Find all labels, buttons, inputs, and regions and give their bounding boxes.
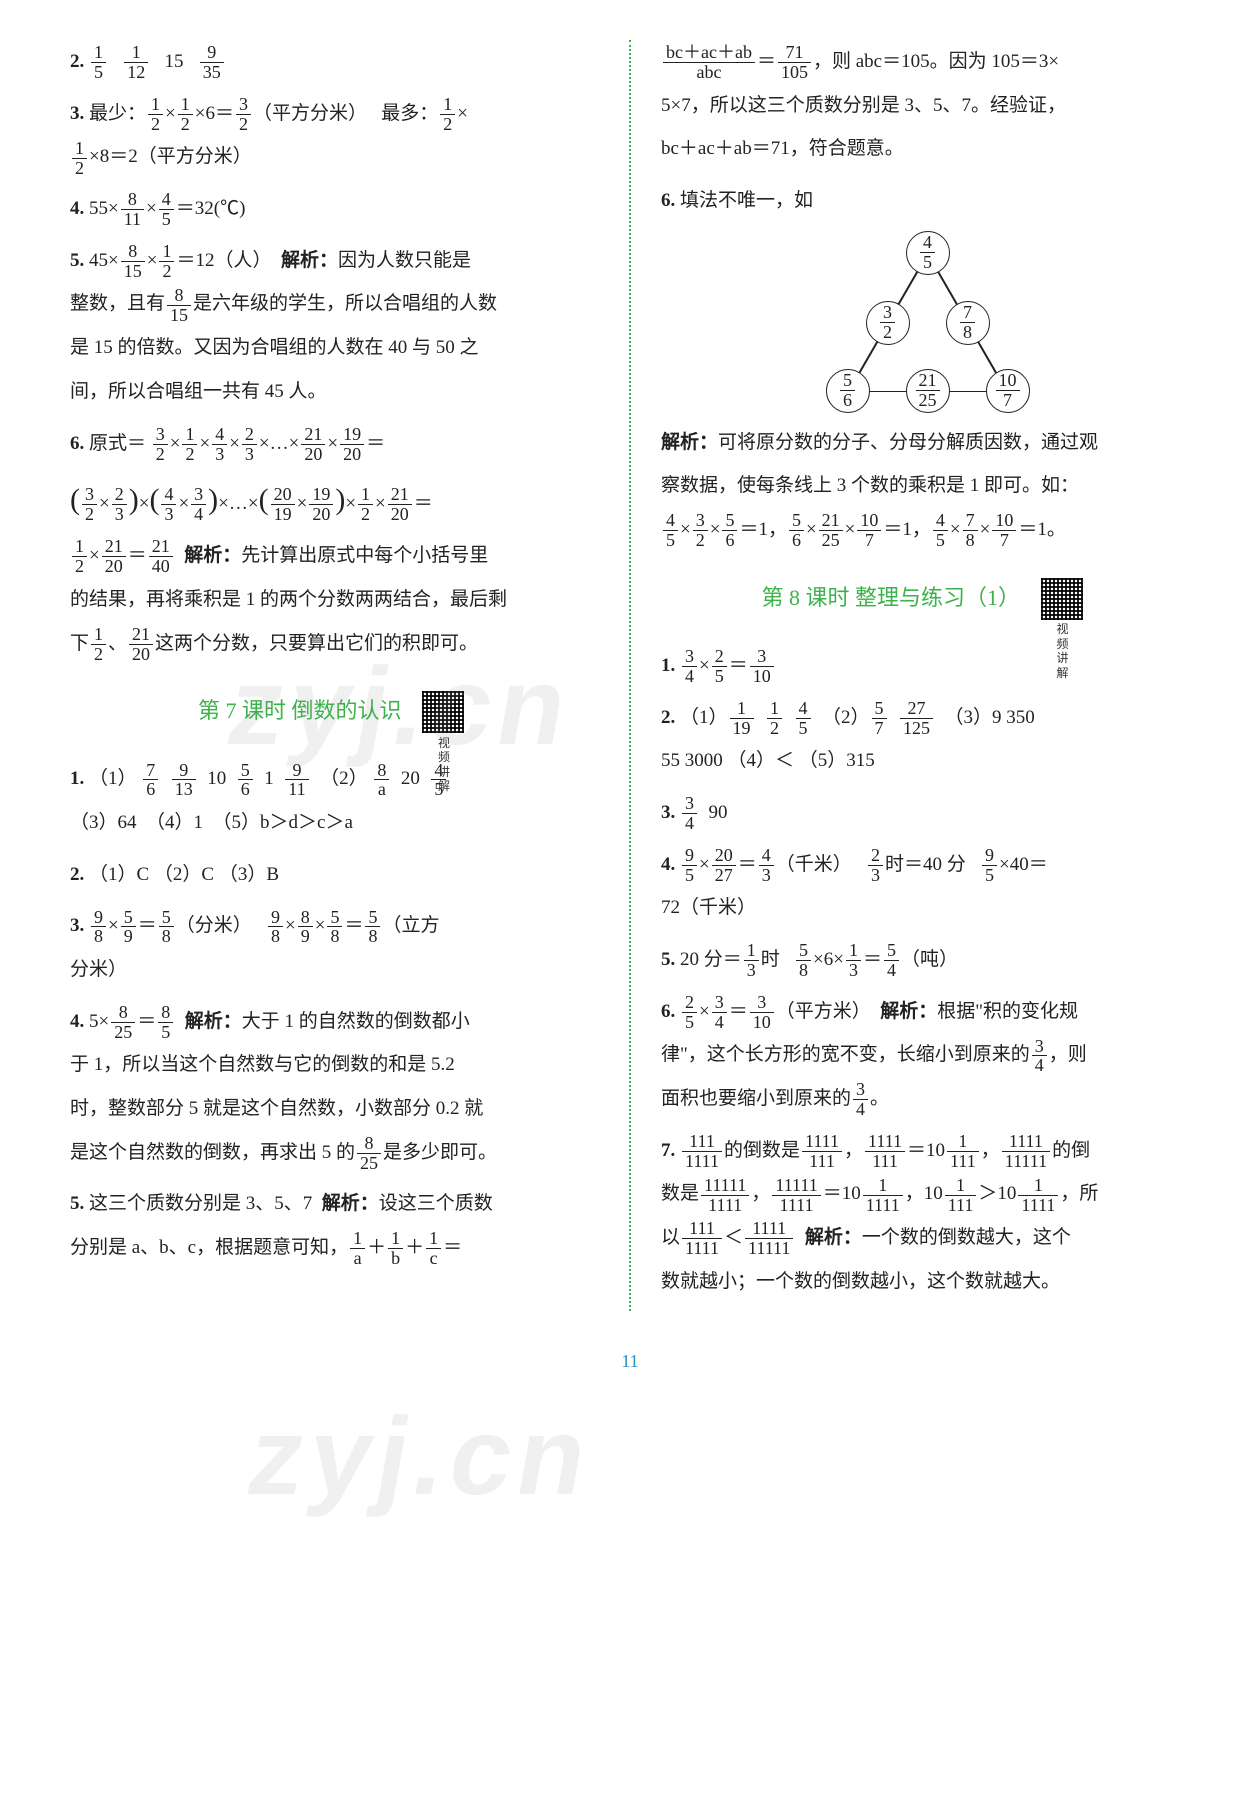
qr-code-icon: [1041, 578, 1083, 620]
left-q6: 6. 原式＝ 32×12×43×23×…×2120×1920＝ (32×23)×…: [70, 422, 599, 666]
s7-q1: 1. （1） 76 913 10 56 1 911 （2） 8a 20 45 （…: [70, 757, 599, 844]
left-q5: 5. 45×815×12＝12（人） 解析：因为人数只能是 整数，且有815是六…: [70, 239, 599, 414]
q2-f1: 15: [91, 43, 106, 82]
q6-num: 6.: [70, 433, 84, 454]
s7-q2: 2. （1）C （2）C （3）B: [70, 853, 599, 897]
right-top: bc＋ac＋ababc＝71105，则 abc＝105。因为 105＝3× 5×…: [661, 40, 1190, 171]
node-top: 45: [906, 231, 950, 275]
right-column: bc＋ac＋ababc＝71105，则 abc＝105。因为 105＝3× 5×…: [661, 40, 1190, 1311]
node-bm: 2125: [906, 369, 950, 413]
q3-min-label: 最少：: [89, 103, 146, 124]
qr-icon: 视频讲解: [1034, 572, 1090, 628]
s8-q2: 2. （1）119 12 45 （2）57 27125 （3）9 350 55 …: [661, 696, 1190, 783]
s8-q4: 4. 95×2027＝43（千米） 23时＝40 分 95×40＝ 72（千米）: [661, 843, 1190, 930]
q4-num: 4.: [70, 198, 84, 219]
left-q4: 4. 55×811×45＝32(℃): [70, 187, 599, 231]
triangle-diagram: 45 32 78 56 2125 107: [796, 231, 1056, 411]
q3-num: 3.: [70, 103, 84, 124]
q3-max-label: 最多：: [381, 103, 438, 124]
s7-q4: 4. 5×825＝85 解析：大于 1 的自然数的倒数都小 于 1，所以当这个自…: [70, 1000, 599, 1175]
section-8-title: 第 8 课时 整理与练习（1） 视频讲解: [661, 572, 1190, 628]
q2-f2: 112: [124, 43, 148, 82]
q2-v3: 15: [165, 51, 184, 72]
q5-jiexi: 解析：: [281, 250, 338, 271]
section-7-title: 第 7 课时 倒数的认识 视频讲解: [70, 685, 599, 741]
q2-f4: 935: [200, 43, 224, 82]
s7-q5: 5. 这三个质数分别是 3、5、7 解析：设这三个质数 分别是 a、b、c，根据…: [70, 1182, 599, 1269]
q6-jiexi: 解析：: [184, 545, 241, 566]
node-mr: 78: [946, 301, 990, 345]
right-q6: 6. 填法不唯一，如 45 32 78 56 2125 107 解析：可将原分数…: [661, 179, 1190, 552]
s8-q6: 6. 25×34＝310（平方米） 解析：根据"积的变化规 律"，这个长方形的宽…: [661, 990, 1190, 1121]
page-number: 11: [70, 1341, 1190, 1382]
column-divider: [629, 40, 631, 1311]
s8-q3: 3. 34 90: [661, 791, 1190, 835]
left-q3: 3. 最少：12×12×6＝32（平方分米） 最多：12× 12×8＝2（平方分…: [70, 92, 599, 179]
left-column: 2. 15 112 15 935 3. 最少：12×12×6＝32（平方分米） …: [70, 40, 599, 1311]
q5-num: 5.: [70, 250, 84, 271]
s7-q3: 3. 98×59＝58（分米） 98×89×58＝58（立方 分米）: [70, 904, 599, 991]
node-ml: 32: [866, 301, 910, 345]
node-bl: 56: [826, 369, 870, 413]
node-br: 107: [986, 369, 1030, 413]
qr-icon: 视频讲解: [415, 685, 471, 741]
s8-q7: 7. 1111111的倒数是1111111，1111111＝101111，111…: [661, 1129, 1190, 1304]
left-q2: 2. 15 112 15 935: [70, 40, 599, 84]
s8-q5: 5. 20 分＝13时 58×6×13＝54（吨）: [661, 938, 1190, 982]
qr-code-icon: [422, 691, 464, 733]
q2-num: 2.: [70, 51, 84, 72]
s8-q1: 1. 34×25＝310: [661, 644, 1190, 688]
page-body: 2. 15 112 15 935 3. 最少：12×12×6＝32（平方分米） …: [70, 40, 1190, 1311]
